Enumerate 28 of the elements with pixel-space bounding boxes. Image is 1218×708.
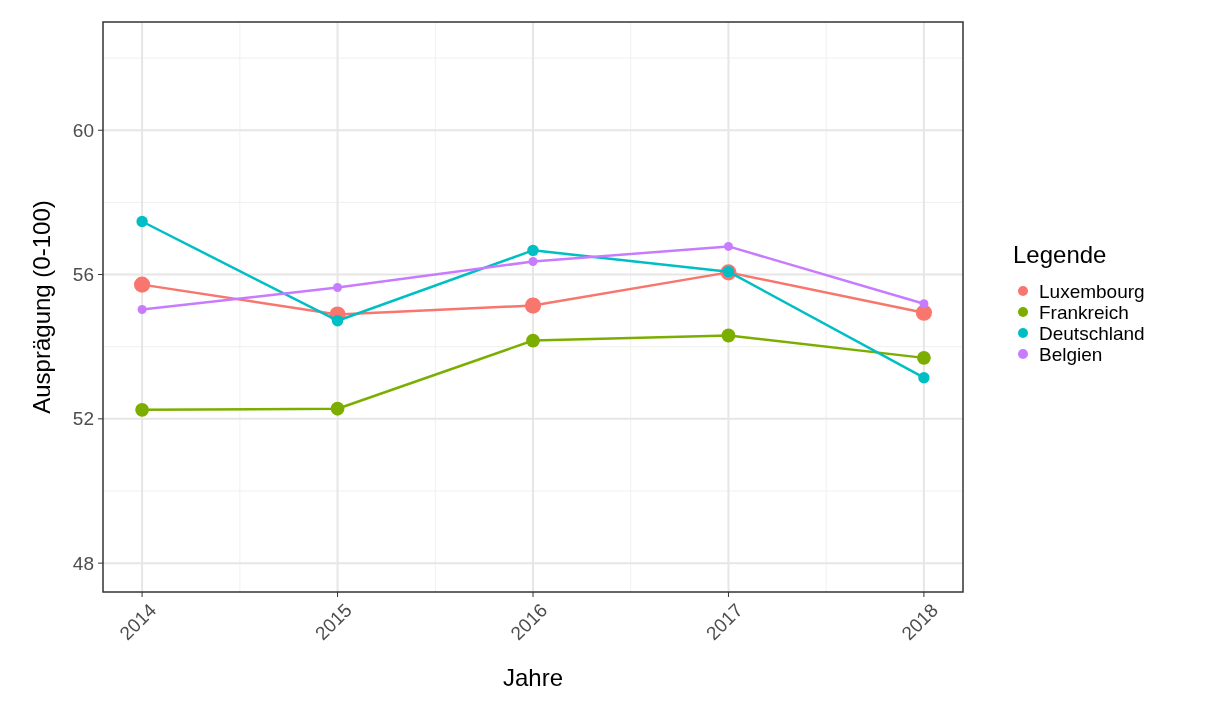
x-axis-title: Jahre <box>502 664 564 691</box>
y-tick-label: 52 <box>72 408 94 430</box>
point <box>918 372 930 384</box>
point <box>524 297 542 314</box>
y-axis-title: Ausprägung (0-100) <box>28 200 55 414</box>
point <box>133 276 151 293</box>
legend-label: Belgien <box>1039 343 1103 365</box>
point <box>135 402 149 417</box>
legend-title: Legende <box>1013 241 1107 268</box>
y-tick-label: 56 <box>72 264 94 286</box>
point <box>919 299 929 309</box>
point <box>331 315 344 327</box>
y-tick-label: 60 <box>72 119 94 141</box>
point <box>333 283 343 293</box>
legend-label: Luxembourg <box>1039 280 1145 302</box>
y-tick-label: 48 <box>72 552 94 574</box>
point <box>915 304 933 321</box>
point <box>917 350 931 365</box>
point <box>526 333 540 348</box>
point <box>527 244 539 257</box>
point <box>136 215 148 228</box>
point <box>721 328 736 343</box>
point <box>528 257 538 267</box>
point <box>723 241 733 251</box>
point <box>137 305 147 315</box>
legend-label: Deutschland <box>1039 322 1145 344</box>
legend-label: Frankreich <box>1039 301 1129 323</box>
point <box>330 401 345 416</box>
